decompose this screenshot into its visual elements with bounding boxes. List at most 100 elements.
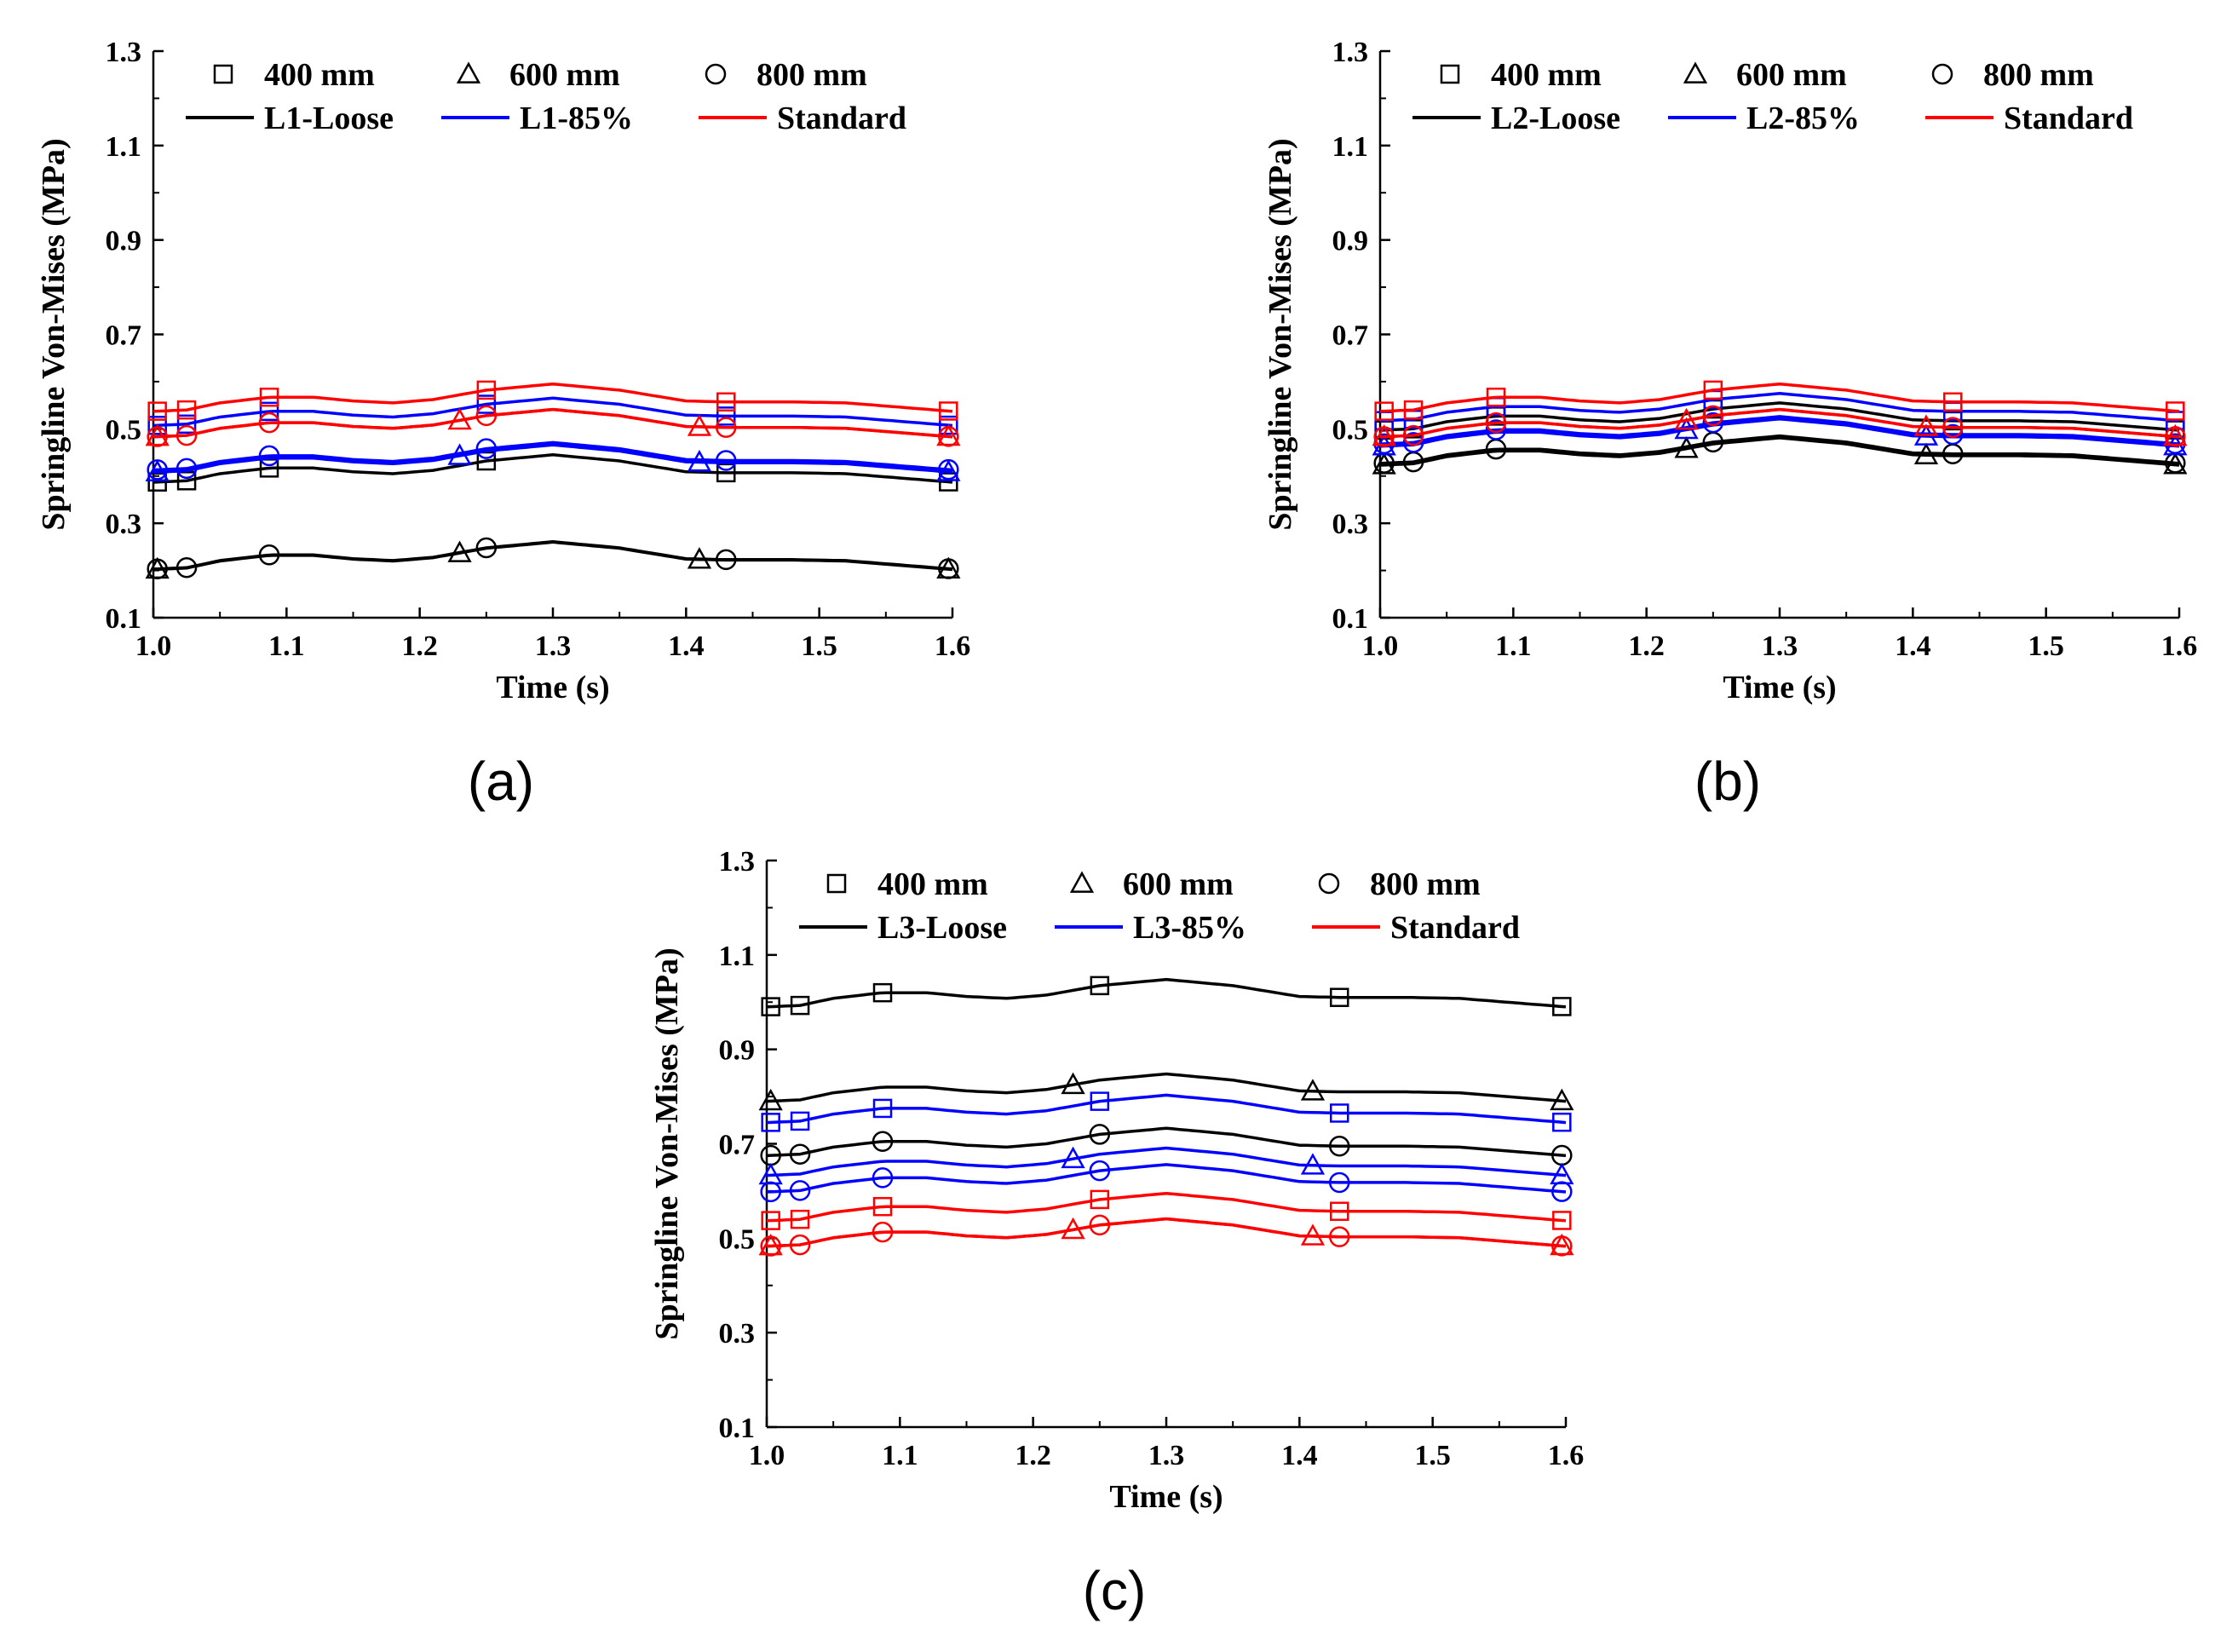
data-point-circle — [1485, 412, 1507, 434]
y-tick-label: 0.5 — [719, 1223, 756, 1255]
data-point-square — [147, 416, 167, 435]
data-point-circle — [147, 426, 168, 447]
x-tick-label: 1.5 — [801, 630, 837, 662]
series-line — [766, 1093, 1567, 1125]
series-line — [1379, 434, 2180, 465]
panel-label-b: (b) — [1694, 751, 1762, 812]
y-tick-label: 0.7 — [719, 1130, 756, 1161]
chart-panel-c: 1.0 1.1 1.2 1.3 1.4 1.5 1.6 0.1 0.3 0.5 0.7 0.9 1.1 1… — [613, 835, 1619, 1649]
data-point-circle — [872, 1167, 894, 1189]
legend-label: 400 mm — [877, 866, 988, 902]
series-l1-85-400-mm — [147, 394, 958, 435]
data-point-circle — [1702, 412, 1724, 434]
series-line — [152, 382, 953, 413]
data-point-circle — [1942, 423, 1964, 446]
data-point-square — [761, 1211, 780, 1230]
legend-marker-square — [1440, 64, 1460, 84]
series-l3-loose-800-mm — [760, 1124, 1573, 1166]
legend-marker-square — [213, 64, 233, 84]
data-point-circle — [789, 1234, 811, 1256]
data-point-triangle — [145, 459, 170, 481]
legend-label: 600 mm — [1123, 866, 1234, 902]
data-point-circle — [1089, 1124, 1111, 1145]
data-point-circle — [938, 426, 959, 447]
series-l3-loose-600-mm — [758, 1072, 1574, 1111]
data-point-square — [1942, 392, 1963, 412]
data-point-circle — [1702, 405, 1724, 427]
series-line — [766, 1072, 1567, 1103]
x-tick-label: 1.4 — [668, 630, 705, 662]
x-tick-label: 1.4 — [1281, 1440, 1318, 1471]
y-tick-label: 1.3 — [1332, 37, 1369, 68]
x-tick-label: 1.6 — [2161, 630, 2198, 662]
data-point-square — [1090, 976, 1110, 996]
data-point-square — [872, 1196, 893, 1217]
data-point-circle — [258, 445, 280, 467]
chart-svg-c: 1.0 1.1 1.2 1.3 1.4 1.5 1.6 0.1 0.3 0.5 0.7 0.9 1.1 1… — [649, 846, 1585, 1515]
data-point-square — [716, 406, 736, 426]
data-point-circle — [1328, 1136, 1350, 1157]
data-point-circle — [715, 549, 737, 571]
legend-label: L3-Loose — [877, 910, 1007, 946]
y-tick-label: 1.3 — [106, 37, 142, 68]
x-tick-label: 1.1 — [268, 630, 305, 662]
chart-panel-a: 1.0 1.1 1.2 1.3 1.4 1.5 1.6 0.1 0.3 0.5 0.7 0.9 1.1 1… — [0, 26, 1005, 812]
series-line — [766, 1217, 1567, 1248]
x-tick-label: 1.5 — [2028, 630, 2064, 662]
data-point-circle — [1089, 1214, 1111, 1236]
data-point-square — [259, 387, 279, 407]
chart-svg-a: 1.0 1.1 1.2 1.3 1.4 1.5 1.6 0.1 0.3 0.5 0.7 0.9 1.1 1… — [36, 37, 971, 705]
legend-label: L1-Loose — [264, 101, 394, 136]
data-point-triangle — [1550, 1088, 1574, 1111]
data-point-square — [1552, 997, 1572, 1016]
legend-label: 600 mm — [1736, 57, 1847, 93]
data-point-square — [872, 982, 893, 1003]
series-standard-400-mm — [761, 1189, 1572, 1230]
legend: 400 mm 600 mm 800 mm L3-Loose L3-85% Standard — [799, 866, 1520, 946]
data-point-circle — [1089, 1160, 1111, 1182]
legend-marker-triangle — [1683, 61, 1708, 83]
data-point-circle — [715, 450, 737, 471]
data-point-square — [1329, 987, 1349, 1007]
data-point-square — [790, 995, 810, 1016]
x-tick-label: 1.6 — [935, 630, 971, 662]
x-tick-label: 1.0 — [135, 630, 172, 662]
series-line — [766, 1146, 1567, 1177]
x-tick-label: 1.6 — [1548, 1440, 1585, 1471]
x-tick-label: 1.2 — [1015, 1440, 1051, 1471]
series-line — [152, 396, 953, 428]
legend-marker-circle — [705, 63, 727, 85]
legend-label: Standard — [1390, 910, 1520, 946]
data-point-circle — [258, 544, 280, 566]
data-point-square — [259, 401, 279, 422]
x-tick-label: 1.3 — [1148, 1440, 1185, 1471]
x-tick-label: 1.1 — [1495, 630, 1532, 662]
data-point-square — [1329, 1103, 1349, 1123]
x-tick-label: 1.4 — [1895, 630, 1931, 662]
data-point-circle — [1402, 424, 1424, 446]
data-point-circle — [1551, 1181, 1573, 1202]
series-l1-loose-800-mm — [147, 537, 959, 579]
y-tick-label: 0.1 — [1332, 603, 1369, 635]
data-point-square — [1552, 1112, 1572, 1132]
legend: 400 mm 600 mm 800 mm L2-Loose L2-85% Standard — [1412, 57, 2133, 136]
data-point-circle — [1942, 417, 1964, 438]
y-tick-label: 0.3 — [1332, 509, 1369, 540]
legend-label: L2-Loose — [1491, 101, 1620, 136]
x-tick-label: 1.1 — [882, 1440, 918, 1471]
series-standard-400-mm — [1374, 380, 2185, 421]
data-point-square — [1090, 1091, 1110, 1111]
series-line — [766, 1191, 1567, 1223]
y-tick-label: 0.7 — [106, 320, 142, 352]
x-tick-label: 1.5 — [1414, 1440, 1451, 1471]
y-tick-label: 0.5 — [1332, 414, 1369, 446]
legend-label: 800 mm — [1370, 866, 1481, 902]
series-line — [766, 977, 1567, 1009]
series-line — [1379, 392, 2180, 423]
series-line — [152, 440, 953, 472]
y-tick-label: 0.9 — [719, 1035, 756, 1067]
data-point-triangle — [1300, 1079, 1326, 1101]
data-point-circle — [938, 558, 959, 579]
data-point-circle — [1551, 1235, 1573, 1257]
legend-marker-square — [826, 873, 847, 894]
